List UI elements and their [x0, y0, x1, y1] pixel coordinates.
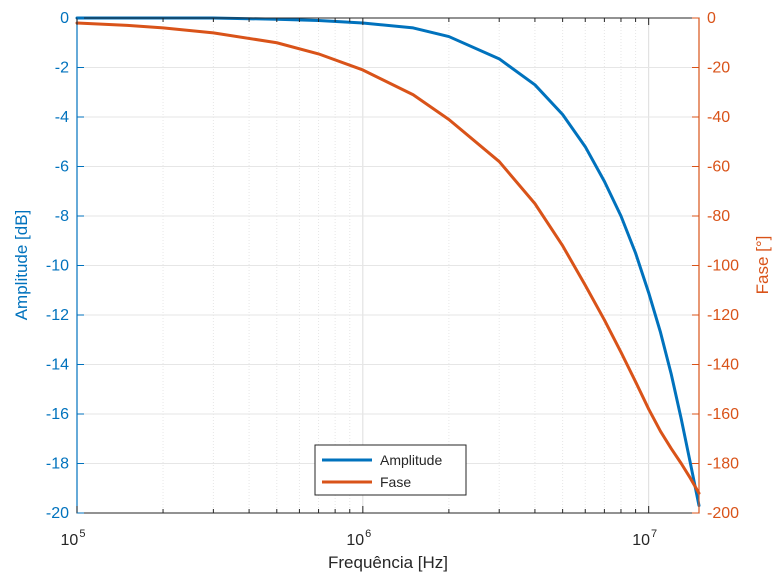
- right-y-tick-label: -160: [707, 406, 739, 423]
- legend-fase-label: Fase: [380, 474, 411, 490]
- legend-box: [314, 444, 467, 496]
- x-tick-exponent: 7: [651, 528, 657, 540]
- x-tick-exponent: 6: [365, 528, 371, 540]
- left-y-tick-label: -8: [55, 208, 69, 225]
- left-y-tick-label: -12: [46, 307, 69, 324]
- right-y-tick-label: -20: [707, 60, 730, 77]
- right-y-tick-label: -60: [707, 159, 730, 176]
- legend: Amplitude Fase: [314, 444, 467, 496]
- series-lines: [75, 16, 701, 508]
- x-tick-label: 105: [61, 528, 86, 549]
- left-y-tick-label: -20: [46, 505, 69, 522]
- left-y-tick-label: 0: [60, 10, 69, 27]
- right-y-tick-label: -100: [707, 258, 739, 275]
- right-y-axis-label: Fase [°]: [753, 236, 772, 295]
- right-y-tick-label: -120: [707, 307, 739, 324]
- axes: 105 106 107 0 0 -2 -20 -4 -40 -6 -60 -8 -80 -10 -100 -1…: [46, 10, 739, 549]
- x-tick-exponent: 5: [79, 528, 85, 540]
- right-y-tick-label: 0: [707, 10, 716, 27]
- left-y-tick-label: -2: [55, 60, 69, 77]
- legend-amplitude-label: Amplitude: [380, 452, 442, 468]
- left-y-tick-label: -4: [55, 109, 69, 126]
- right-y-tick-label: -180: [707, 456, 739, 473]
- right-y-tick-label: -40: [707, 109, 730, 126]
- left-y-tick-label: -16: [46, 406, 69, 423]
- left-y-tick-label: -14: [46, 357, 69, 374]
- x-tick-label: 106: [346, 528, 371, 549]
- right-y-tick-label: -80: [707, 208, 730, 225]
- x-axis-label: Frequência [Hz]: [328, 553, 448, 572]
- left-y-tick-label: -10: [46, 258, 69, 275]
- left-y-axis-label: Amplitude [dB]: [12, 210, 31, 321]
- right-y-tick-label: -140: [707, 357, 739, 374]
- series-line-amplitude: [75, 16, 701, 508]
- left-y-tick-label: -18: [46, 456, 69, 473]
- series-line-fase: [75, 21, 701, 495]
- right-y-tick-label: -200: [707, 505, 739, 522]
- left-y-tick-label: -6: [55, 159, 69, 176]
- x-tick-label: 107: [632, 528, 657, 549]
